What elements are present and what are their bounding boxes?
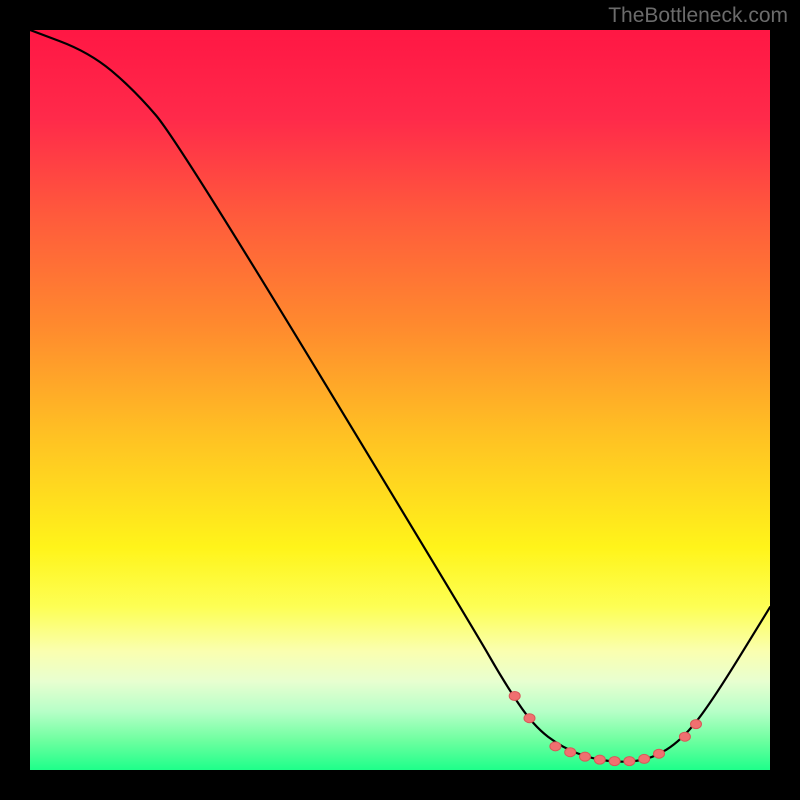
watermark-text: TheBottleneck.com	[608, 4, 788, 28]
marker-point	[594, 755, 605, 764]
marker-point	[509, 692, 520, 701]
marker-point	[524, 714, 535, 723]
marker-point	[609, 757, 620, 766]
marker-point	[580, 752, 591, 761]
marker-point	[639, 754, 650, 763]
chart-area	[30, 30, 770, 770]
marker-point	[550, 742, 561, 751]
marker-point	[624, 757, 635, 766]
marker-point	[565, 748, 576, 757]
marker-point	[654, 749, 665, 758]
chart-svg	[30, 30, 770, 770]
chart-background	[30, 30, 770, 770]
marker-point	[679, 732, 690, 741]
marker-point	[691, 720, 702, 729]
